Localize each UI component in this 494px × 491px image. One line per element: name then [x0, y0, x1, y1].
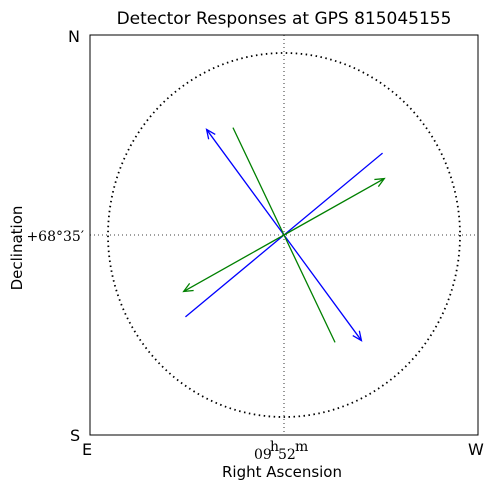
vector-line-series-1-2: [283, 178, 385, 236]
corner-label-north: N: [68, 27, 80, 46]
x-tick-label-h: h: [270, 439, 279, 455]
vector-arrowhead-series-0-1: [352, 330, 363, 342]
vector-arrowhead-series-1-2: [374, 177, 386, 187]
x-tick-label-hours: 09: [254, 447, 272, 463]
y-tick-label: +68°35′: [26, 229, 84, 245]
vector-line-series-0-3: [185, 234, 285, 318]
vector-line-series-0-0: [206, 129, 285, 236]
corner-label-south: S: [70, 426, 80, 445]
corner-label-east: E: [82, 440, 92, 459]
x-tick-label-minutes: 52: [278, 447, 296, 463]
vector-line-series-1-3: [183, 234, 285, 292]
x-tick-label: 09 h 52 m: [254, 439, 308, 463]
vector-arrowhead-series-0-0: [205, 128, 216, 140]
vector-line-series-1-0: [232, 127, 285, 236]
x-tick-label-m: m: [295, 439, 308, 455]
x-axis-label: Right Ascension: [222, 463, 342, 481]
vector-line-series-0-1: [283, 234, 362, 341]
chart-title: Detector Responses at GPS 815045155: [117, 9, 452, 29]
vector-line-series-1-1: [283, 234, 336, 343]
corner-label-west: W: [468, 440, 484, 459]
vector-line-series-0-2: [283, 152, 383, 236]
y-axis-label: Declination: [8, 206, 26, 291]
vector-arrowhead-series-1-3: [182, 283, 194, 293]
vector-series-group: [182, 127, 386, 343]
sky-circle: [107, 52, 461, 418]
